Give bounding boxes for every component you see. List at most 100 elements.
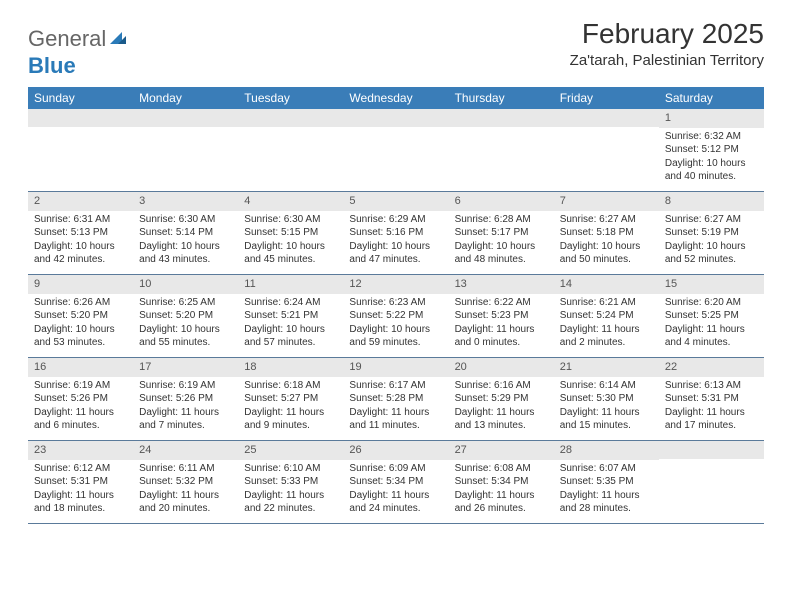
sunrise-text: Sunrise: 6:30 AM xyxy=(244,213,337,227)
day-number: 18 xyxy=(238,358,343,377)
day-body: Sunrise: 6:18 AMSunset: 5:27 PMDaylight:… xyxy=(238,377,343,437)
day-body: Sunrise: 6:11 AMSunset: 5:32 PMDaylight:… xyxy=(133,460,238,520)
day-body: Sunrise: 6:19 AMSunset: 5:26 PMDaylight:… xyxy=(28,377,133,437)
weeks-container: 1Sunrise: 6:32 AMSunset: 5:12 PMDaylight… xyxy=(28,109,764,524)
week-row: 23Sunrise: 6:12 AMSunset: 5:31 PMDayligh… xyxy=(28,441,764,524)
weekday-header: Wednesday xyxy=(343,87,448,109)
sunset-text: Sunset: 5:26 PM xyxy=(139,392,232,406)
sunset-text: Sunset: 5:27 PM xyxy=(244,392,337,406)
sunrise-text: Sunrise: 6:09 AM xyxy=(349,462,442,476)
empty-day-bar xyxy=(343,109,448,127)
daylight-text: Daylight: 10 hours and 50 minutes. xyxy=(560,240,653,267)
sunset-text: Sunset: 5:22 PM xyxy=(349,309,442,323)
day-cell: 18Sunrise: 6:18 AMSunset: 5:27 PMDayligh… xyxy=(238,358,343,440)
sunrise-text: Sunrise: 6:27 AM xyxy=(665,213,758,227)
day-cell: 2Sunrise: 6:31 AMSunset: 5:13 PMDaylight… xyxy=(28,192,133,274)
daylight-text: Daylight: 11 hours and 18 minutes. xyxy=(34,489,127,516)
sunrise-text: Sunrise: 6:20 AM xyxy=(665,296,758,310)
day-cell: 5Sunrise: 6:29 AMSunset: 5:16 PMDaylight… xyxy=(343,192,448,274)
day-body: Sunrise: 6:14 AMSunset: 5:30 PMDaylight:… xyxy=(554,377,659,437)
calendar-page: General February 2025 Za'tarah, Palestin… xyxy=(0,0,792,542)
day-number: 7 xyxy=(554,192,659,211)
day-number: 19 xyxy=(343,358,448,377)
week-row: 1Sunrise: 6:32 AMSunset: 5:12 PMDaylight… xyxy=(28,109,764,192)
sunrise-text: Sunrise: 6:18 AM xyxy=(244,379,337,393)
calendar-grid: Sunday Monday Tuesday Wednesday Thursday… xyxy=(28,87,764,524)
sunrise-text: Sunrise: 6:19 AM xyxy=(34,379,127,393)
day-cell: 8Sunrise: 6:27 AMSunset: 5:19 PMDaylight… xyxy=(659,192,764,274)
empty-day-bar xyxy=(133,109,238,127)
daylight-text: Daylight: 11 hours and 26 minutes. xyxy=(455,489,548,516)
sunrise-text: Sunrise: 6:22 AM xyxy=(455,296,548,310)
sunset-text: Sunset: 5:21 PM xyxy=(244,309,337,323)
day-cell xyxy=(28,109,133,191)
sunset-text: Sunset: 5:29 PM xyxy=(455,392,548,406)
day-number: 21 xyxy=(554,358,659,377)
day-cell: 21Sunrise: 6:14 AMSunset: 5:30 PMDayligh… xyxy=(554,358,659,440)
sunset-text: Sunset: 5:28 PM xyxy=(349,392,442,406)
daylight-text: Daylight: 11 hours and 0 minutes. xyxy=(455,323,548,350)
day-number: 15 xyxy=(659,275,764,294)
day-cell xyxy=(449,109,554,191)
sunset-text: Sunset: 5:26 PM xyxy=(34,392,127,406)
sunrise-text: Sunrise: 6:12 AM xyxy=(34,462,127,476)
day-cell: 14Sunrise: 6:21 AMSunset: 5:24 PMDayligh… xyxy=(554,275,659,357)
daylight-text: Daylight: 11 hours and 11 minutes. xyxy=(349,406,442,433)
day-body: Sunrise: 6:30 AMSunset: 5:15 PMDaylight:… xyxy=(238,211,343,271)
day-number: 24 xyxy=(133,441,238,460)
day-body: Sunrise: 6:27 AMSunset: 5:19 PMDaylight:… xyxy=(659,211,764,271)
daylight-text: Daylight: 11 hours and 17 minutes. xyxy=(665,406,758,433)
sunset-text: Sunset: 5:35 PM xyxy=(560,475,653,489)
sunrise-text: Sunrise: 6:07 AM xyxy=(560,462,653,476)
sunset-text: Sunset: 5:25 PM xyxy=(665,309,758,323)
week-row: 16Sunrise: 6:19 AMSunset: 5:26 PMDayligh… xyxy=(28,358,764,441)
sunset-text: Sunset: 5:24 PM xyxy=(560,309,653,323)
weekday-header: Sunday xyxy=(28,87,133,109)
day-number: 27 xyxy=(449,441,554,460)
day-cell: 27Sunrise: 6:08 AMSunset: 5:34 PMDayligh… xyxy=(449,441,554,523)
day-number: 2 xyxy=(28,192,133,211)
day-number: 28 xyxy=(554,441,659,460)
daylight-text: Daylight: 10 hours and 47 minutes. xyxy=(349,240,442,267)
day-cell xyxy=(554,109,659,191)
empty-day-bar xyxy=(554,109,659,127)
day-body: Sunrise: 6:27 AMSunset: 5:18 PMDaylight:… xyxy=(554,211,659,271)
sunrise-text: Sunrise: 6:24 AM xyxy=(244,296,337,310)
daylight-text: Daylight: 11 hours and 22 minutes. xyxy=(244,489,337,516)
day-body: Sunrise: 6:24 AMSunset: 5:21 PMDaylight:… xyxy=(238,294,343,354)
daylight-text: Daylight: 10 hours and 59 minutes. xyxy=(349,323,442,350)
day-cell: 17Sunrise: 6:19 AMSunset: 5:26 PMDayligh… xyxy=(133,358,238,440)
day-body: Sunrise: 6:08 AMSunset: 5:34 PMDaylight:… xyxy=(449,460,554,520)
week-row: 2Sunrise: 6:31 AMSunset: 5:13 PMDaylight… xyxy=(28,192,764,275)
day-body: Sunrise: 6:32 AMSunset: 5:12 PMDaylight:… xyxy=(659,128,764,188)
empty-day-bar xyxy=(449,109,554,127)
weekday-header-row: Sunday Monday Tuesday Wednesday Thursday… xyxy=(28,87,764,109)
day-cell xyxy=(343,109,448,191)
sunrise-text: Sunrise: 6:13 AM xyxy=(665,379,758,393)
daylight-text: Daylight: 11 hours and 4 minutes. xyxy=(665,323,758,350)
month-title: February 2025 xyxy=(570,18,764,50)
day-body: Sunrise: 6:13 AMSunset: 5:31 PMDaylight:… xyxy=(659,377,764,437)
sunset-text: Sunset: 5:30 PM xyxy=(560,392,653,406)
sunrise-text: Sunrise: 6:28 AM xyxy=(455,213,548,227)
daylight-text: Daylight: 11 hours and 24 minutes. xyxy=(349,489,442,516)
daylight-text: Daylight: 11 hours and 6 minutes. xyxy=(34,406,127,433)
sunrise-text: Sunrise: 6:19 AM xyxy=(139,379,232,393)
sunrise-text: Sunrise: 6:14 AM xyxy=(560,379,653,393)
daylight-text: Daylight: 10 hours and 53 minutes. xyxy=(34,323,127,350)
day-cell: 13Sunrise: 6:22 AMSunset: 5:23 PMDayligh… xyxy=(449,275,554,357)
sunset-text: Sunset: 5:31 PM xyxy=(665,392,758,406)
day-body: Sunrise: 6:28 AMSunset: 5:17 PMDaylight:… xyxy=(449,211,554,271)
day-cell: 28Sunrise: 6:07 AMSunset: 5:35 PMDayligh… xyxy=(554,441,659,523)
logo: General xyxy=(28,26,128,52)
location-subtitle: Za'tarah, Palestinian Territory xyxy=(570,52,764,69)
daylight-text: Daylight: 11 hours and 2 minutes. xyxy=(560,323,653,350)
sunrise-text: Sunrise: 6:31 AM xyxy=(34,213,127,227)
daylight-text: Daylight: 11 hours and 20 minutes. xyxy=(139,489,232,516)
day-cell: 24Sunrise: 6:11 AMSunset: 5:32 PMDayligh… xyxy=(133,441,238,523)
day-cell: 19Sunrise: 6:17 AMSunset: 5:28 PMDayligh… xyxy=(343,358,448,440)
week-row: 9Sunrise: 6:26 AMSunset: 5:20 PMDaylight… xyxy=(28,275,764,358)
day-cell: 3Sunrise: 6:30 AMSunset: 5:14 PMDaylight… xyxy=(133,192,238,274)
day-cell: 4Sunrise: 6:30 AMSunset: 5:15 PMDaylight… xyxy=(238,192,343,274)
sunset-text: Sunset: 5:16 PM xyxy=(349,226,442,240)
